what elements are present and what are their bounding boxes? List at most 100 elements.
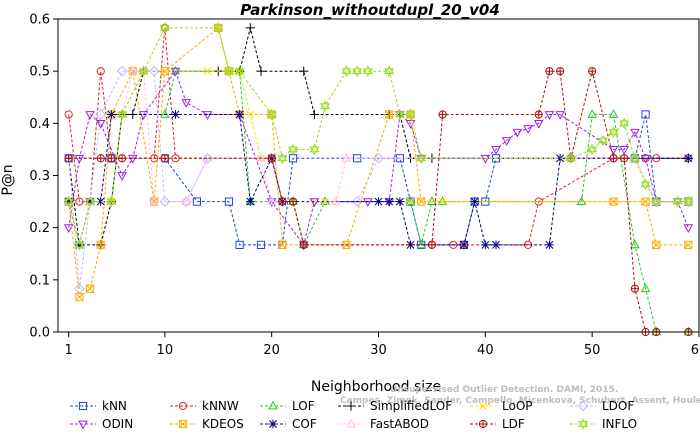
marker-ast-b — [545, 240, 554, 249]
marker-diamond — [180, 196, 192, 207]
marker — [138, 111, 149, 120]
marker-down-triangle — [95, 119, 106, 129]
marker — [437, 196, 448, 205]
series-line-KDEOS — [68, 27, 689, 298]
marker — [107, 154, 116, 163]
marker — [330, 196, 341, 205]
marker-star-up — [384, 65, 395, 75]
marker-ast-b — [684, 154, 693, 163]
marker — [288, 197, 298, 206]
marker — [640, 178, 651, 191]
marker — [346, 401, 356, 411]
marker-square — [641, 110, 650, 119]
marker — [160, 109, 170, 118]
marker — [64, 110, 73, 119]
marker-box — [652, 240, 661, 249]
marker — [363, 198, 373, 207]
legend-label: COF — [292, 417, 317, 431]
marker-triangle — [341, 152, 352, 162]
marker-box-x-b — [609, 197, 618, 206]
axes-layer: 1 10 20 30 40 50 60 0.0 0.1 0.2 0.3 0.4 0.5 0.6 — [29, 13, 700, 359]
marker — [619, 117, 630, 129]
marker — [630, 128, 640, 138]
marker-star-down — [672, 198, 683, 208]
marker-box-x-b — [96, 240, 105, 249]
legend-label: LOF — [292, 399, 315, 413]
marker-box-x-b — [86, 284, 95, 293]
marker-x-b — [406, 197, 415, 206]
marker-down-triangle — [630, 128, 640, 138]
legend-label: kNN — [102, 399, 127, 413]
marker-triangle — [320, 196, 330, 205]
marker-x-b — [203, 67, 212, 76]
marker — [683, 224, 694, 234]
y-tick-label: 0.6 — [29, 13, 50, 28]
marker-star-down — [288, 146, 299, 156]
marker — [267, 154, 276, 163]
legend-item-SimplifiedLOF: SimplifiedLOF — [338, 399, 452, 413]
series-line-SimplifiedLOF — [68, 27, 689, 246]
marker — [427, 240, 437, 249]
marker — [256, 66, 266, 76]
marker-down-triangle — [480, 154, 491, 164]
x-tick-label: 20 — [263, 343, 280, 358]
marker — [127, 65, 138, 75]
marker — [501, 137, 512, 146]
marker-diamond — [148, 65, 160, 77]
marker-star-up — [159, 22, 170, 31]
legend-label: KDEOS — [202, 417, 244, 431]
marker — [309, 109, 320, 120]
marker — [640, 154, 651, 164]
marker — [309, 143, 320, 156]
marker-box-x-b — [652, 240, 661, 249]
marker-star-down — [277, 155, 288, 164]
marker-star-down — [63, 198, 74, 208]
legend-label: FastABOD — [370, 417, 429, 431]
marker-ast-b — [406, 240, 415, 249]
marker — [278, 197, 287, 206]
marker-ast-b — [385, 197, 394, 206]
legend-item-LOF: LOF — [260, 399, 315, 413]
marker — [481, 240, 490, 250]
marker-star-up — [577, 418, 589, 427]
marker — [96, 154, 105, 163]
legend-item-ODIN: ODIN — [70, 417, 133, 431]
marker — [118, 154, 127, 163]
marker — [78, 420, 88, 430]
marker-star-up — [277, 152, 288, 162]
marker — [85, 284, 95, 293]
marker-box — [85, 284, 95, 293]
marker-star-up — [213, 22, 224, 31]
marker — [171, 110, 180, 119]
marker-star-up — [629, 152, 640, 162]
marker-diamond — [159, 196, 171, 207]
marker-down-triangle — [363, 198, 373, 207]
marker — [63, 195, 74, 208]
marker-down-triangle — [309, 198, 320, 207]
marker-triangle — [149, 196, 159, 205]
marker-down-triangle — [555, 111, 565, 120]
marker-star-up — [405, 108, 416, 118]
marker — [394, 108, 405, 121]
marker-circle — [178, 401, 188, 411]
marker-triangle — [256, 152, 266, 162]
marker — [256, 152, 266, 162]
x-tick-label: 1 — [65, 343, 73, 358]
marker-ast-b — [481, 240, 490, 249]
legend-item-KDEOS: KDEOS — [170, 417, 244, 431]
marker-star-down — [85, 198, 96, 208]
marker — [470, 197, 479, 206]
marker-diamond — [95, 109, 107, 120]
marker-box — [75, 292, 84, 302]
marker — [608, 126, 619, 138]
marker — [74, 154, 85, 164]
marker-box-x-b — [684, 240, 693, 249]
marker — [491, 240, 501, 250]
marker — [96, 67, 105, 76]
marker-star-up — [266, 108, 277, 118]
y-tick-label: 0.3 — [29, 169, 50, 184]
marker-triangle — [576, 196, 587, 205]
marker-down-triangle — [127, 154, 138, 164]
marker — [64, 154, 73, 163]
